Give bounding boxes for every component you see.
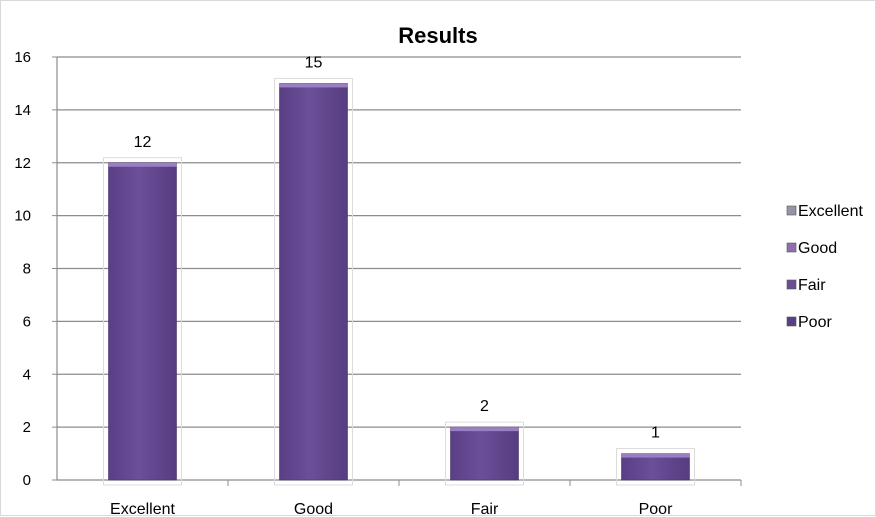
legend-swatch bbox=[786, 316, 797, 327]
legend-label: Excellent bbox=[798, 203, 863, 220]
y-tick-label: 4 bbox=[23, 366, 31, 383]
y-tick-label: 6 bbox=[23, 313, 31, 330]
bar-cap bbox=[450, 427, 519, 432]
y-tick-label: 2 bbox=[23, 419, 31, 436]
legend-label: Good bbox=[798, 240, 837, 257]
bar bbox=[108, 162, 177, 481]
data-label: 2 bbox=[480, 398, 489, 415]
y-tick-label: 8 bbox=[23, 261, 31, 278]
data-label: 12 bbox=[134, 134, 152, 151]
legend: Excellent Good Fair Poor bbox=[786, 203, 863, 331]
x-tick-label: Poor bbox=[639, 501, 673, 517]
legend-swatch bbox=[786, 242, 797, 253]
chart-title: Results bbox=[398, 23, 477, 48]
bar-cap bbox=[621, 453, 690, 458]
bar bbox=[450, 426, 519, 481]
data-label: 15 bbox=[305, 54, 323, 71]
y-tick-label: 10 bbox=[14, 208, 31, 225]
legend-label: Fair bbox=[798, 277, 826, 294]
bar-cap bbox=[108, 162, 177, 167]
bar-frame bbox=[445, 421, 524, 486]
x-tick-label: Good bbox=[294, 501, 333, 517]
bar-frame bbox=[616, 448, 695, 486]
y-tick-label: 16 bbox=[14, 49, 31, 66]
legend-swatch bbox=[786, 279, 797, 290]
bars: 12 15 2 1 bbox=[103, 54, 695, 486]
y-tick-label: 14 bbox=[14, 102, 31, 119]
bar-frame bbox=[103, 157, 182, 486]
x-tick-label: Fair bbox=[471, 501, 499, 517]
bar-frame bbox=[274, 77, 353, 486]
y-tick-label: 12 bbox=[14, 155, 31, 172]
bar bbox=[279, 83, 348, 481]
bar-cap bbox=[279, 83, 348, 88]
data-label: 1 bbox=[651, 425, 660, 442]
legend-label: Poor bbox=[798, 314, 832, 331]
y-tick-label: 0 bbox=[23, 472, 31, 489]
legend-swatch bbox=[786, 205, 797, 216]
bar bbox=[621, 453, 690, 481]
x-tick-label: Excellent bbox=[110, 501, 175, 517]
